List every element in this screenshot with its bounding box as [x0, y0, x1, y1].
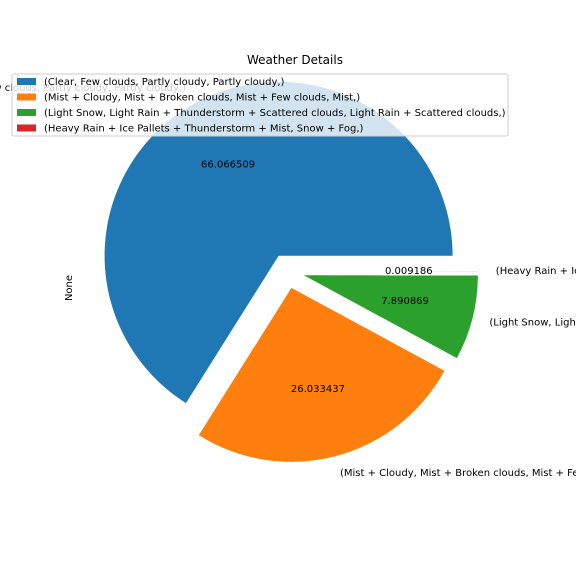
pie-value-label: 0.009186: [385, 266, 433, 277]
pie-slice-label: (Light Snow, Light Rain + Thunderstorm +…: [489, 317, 576, 328]
pie-value-labels: 66.066509 26.033437 7.890869 0.009186: [201, 159, 433, 394]
legend-entry-label: (Mist + Cloudy, Mist + Broken clouds, Mi…: [44, 93, 360, 104]
legend: (Clear, Few clouds, Partly cloudy, Partl…: [11, 73, 509, 137]
pie-slice-label: (Mist + Cloudy, Mist + Broken clouds, Mi…: [340, 468, 576, 479]
pie-slice: [104, 81, 453, 404]
legend-swatch: [17, 124, 36, 132]
legend-entry-label: (Clear, Few clouds, Partly cloudy, Partl…: [44, 77, 285, 88]
legend-swatch: [17, 78, 36, 85]
pie-slice: [198, 287, 445, 462]
pie-slices: [104, 81, 479, 462]
legend-entry-label: (Heavy Rain + Ice Pallets + Thunderstorm…: [44, 124, 364, 135]
legend-frame: [11, 73, 509, 137]
pie-value-label: 66.066509: [201, 159, 255, 170]
legend-swatch: [17, 93, 36, 101]
legend-entry-label: (Light Snow, Light Rain + Thunderstorm +…: [44, 108, 506, 119]
pie-value-label: 7.890869: [381, 296, 429, 307]
chart-title: Weather Details: [247, 53, 343, 67]
pie-slice-label: (Heavy Rain + Ice Pallets + Thunderstorm…: [496, 266, 576, 277]
pie-slice: [303, 275, 478, 359]
legend-swatch: [17, 109, 36, 116]
y-axis-label: None: [64, 275, 75, 301]
pie-value-label: 26.033437: [291, 384, 345, 395]
